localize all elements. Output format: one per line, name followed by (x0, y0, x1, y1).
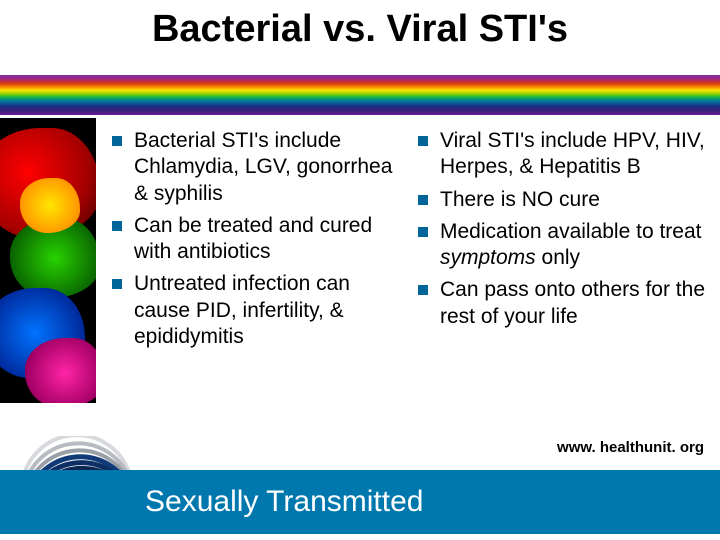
bullet-icon (112, 221, 122, 231)
bullet-text: There is NO cure (440, 187, 600, 213)
bullet-icon (418, 195, 428, 205)
list-item: There is NO cure (418, 187, 708, 213)
right-column: Viral STI's include HPV, HIV, Herpes, & … (418, 128, 708, 388)
bullet-text: Can pass onto others for the rest of you… (440, 277, 708, 330)
list-item: Untreated infection can cause PID, infer… (112, 271, 402, 350)
bullet-icon (418, 136, 428, 146)
bullet-text: Can be treated and cured with antibiotic… (134, 213, 402, 266)
list-item: Can be treated and cured with antibiotic… (112, 213, 402, 266)
website-url: www. healthunit. org (557, 439, 704, 456)
list-item: Medication available to treat symptoms o… (418, 219, 708, 272)
left-column: Bacterial STI's include Chlamydia, LGV, … (112, 128, 402, 388)
list-item: Viral STI's include HPV, HIV, Herpes, & … (418, 128, 708, 181)
bullet-icon (418, 227, 428, 237)
body-content: Bacterial STI's include Chlamydia, LGV, … (112, 128, 708, 388)
bullet-text: Bacterial STI's include Chlamydia, LGV, … (134, 128, 402, 207)
italic-word: symptoms (440, 246, 536, 269)
footer-bar: Sexually Transmitted (0, 470, 720, 534)
bullet-icon (112, 279, 122, 289)
decorative-side-art (0, 118, 96, 403)
slide: Bacterial vs. Viral STI's Bacterial STI'… (0, 0, 720, 540)
bullet-icon (418, 285, 428, 295)
title-divider-band (0, 75, 720, 115)
slide-title: Bacterial vs. Viral STI's (0, 8, 720, 51)
list-item: Can pass onto others for the rest of you… (418, 277, 708, 330)
bullet-text: Viral STI's include HPV, HIV, Herpes, & … (440, 128, 708, 181)
list-item: Bacterial STI's include Chlamydia, LGV, … (112, 128, 402, 207)
footer-title: Sexually Transmitted (145, 485, 423, 519)
bullet-text: Untreated infection can cause PID, infer… (134, 271, 402, 350)
bullet-icon (112, 136, 122, 146)
bullet-text: Medication available to treat symptoms o… (440, 219, 708, 272)
